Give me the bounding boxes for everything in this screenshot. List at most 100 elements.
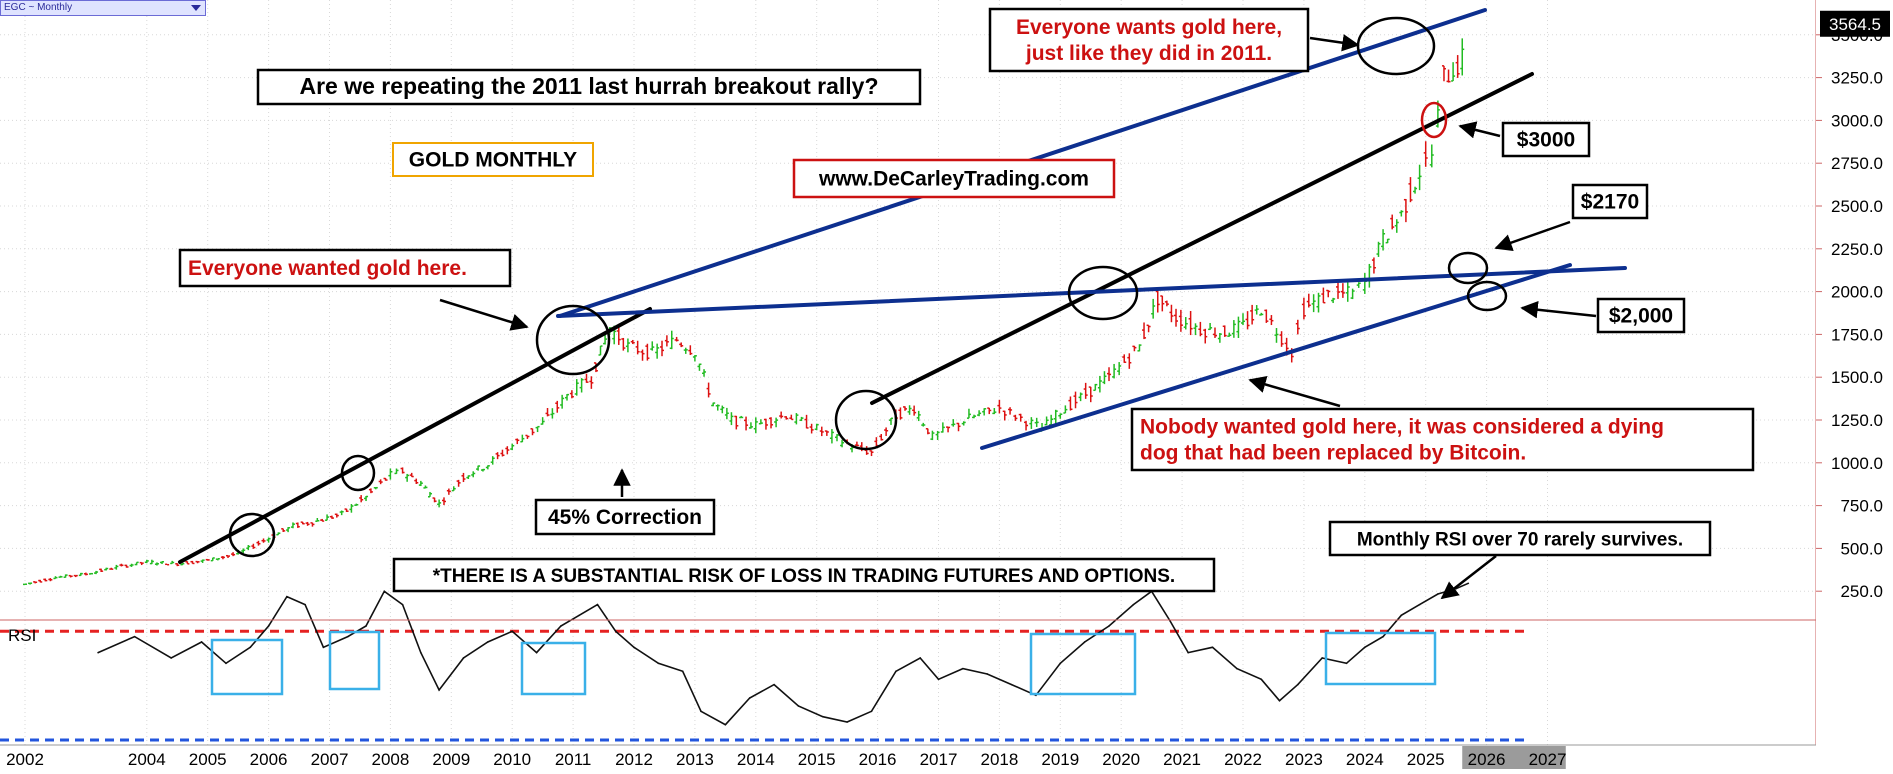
rsi-highlight-box (1324, 631, 1437, 686)
rsi-point (895, 670, 897, 673)
x-tick-label: 2009 (432, 750, 470, 769)
rsi-point (511, 630, 513, 633)
rsi-point (1260, 678, 1263, 681)
circle-3000 (1420, 101, 1448, 139)
x-tick-label: 2007 (311, 750, 349, 769)
rsi-point (1297, 683, 1299, 686)
rsi-point (365, 625, 367, 627)
rsi-point (821, 715, 824, 718)
x-tick-label: 2008 (371, 750, 409, 769)
y-tick-label: 2750.0 (1831, 154, 1883, 173)
y-tick-label: 1250.0 (1831, 411, 1883, 430)
rsi-point (383, 590, 386, 593)
circle-2008 (340, 454, 376, 492)
rsi-point (700, 710, 702, 713)
rsi-point (1187, 651, 1189, 654)
rsi-point (322, 646, 325, 649)
trend-lines (178, 8, 1627, 564)
x-tick-label: 2004 (128, 750, 166, 769)
rsi-point (462, 657, 465, 659)
website: www.DeCarleyTrading.com (818, 168, 1089, 191)
rsi-point (249, 646, 252, 649)
rsi-point (633, 646, 635, 649)
arrow-3000 (1458, 121, 1501, 139)
x-tick-label: 2021 (1163, 750, 1201, 769)
correction-box (534, 498, 716, 536)
circle-2011 (535, 304, 611, 376)
highlight-circles (228, 16, 1508, 558)
price-tag-bg (1820, 10, 1890, 37)
rsi-point (200, 641, 203, 643)
rsi-point (487, 641, 489, 643)
y-tick-label: 1750.0 (1831, 325, 1883, 344)
circle-2020 (1067, 265, 1139, 321)
x-tick-label: 2024 (1346, 750, 1384, 769)
rsi-point (657, 662, 660, 665)
rsi-point (1400, 614, 1403, 617)
wants-now-box (988, 7, 1310, 73)
price-tag: 3564.5 (1829, 15, 1881, 34)
risk-disclaimer: *THERE IS A SUBSTANTIAL RISK OF LOSS IN … (433, 566, 1175, 587)
x-tick-label: 2025 (1407, 750, 1445, 769)
rsi-point (1083, 641, 1086, 643)
y-tick-label: 2500.0 (1831, 197, 1883, 216)
annotations: Are we repeating the 2011 last hurrah br… (178, 7, 1755, 600)
symbol-selector[interactable]: EGC ~ Monthly (0, 0, 206, 16)
x-tick-label: 2006 (250, 750, 288, 769)
y-tick-label: 250.0 (1840, 582, 1883, 601)
level-2170-box (1571, 183, 1649, 220)
chevron-down-icon[interactable] (191, 5, 201, 11)
x-tick-label: 2011 (555, 750, 592, 769)
rsi-point (420, 651, 422, 654)
rsi-point (267, 625, 270, 627)
rsi-highlight-box (328, 630, 381, 691)
wanted-2011-box (178, 248, 512, 288)
rsi-point (773, 683, 775, 686)
rsi-point (724, 723, 727, 726)
rsi-point (614, 630, 617, 633)
x-tick-label: 2012 (615, 750, 653, 769)
rsi-point (1382, 635, 1384, 638)
rsi-point (1437, 593, 1439, 595)
price-bars (23, 38, 1465, 586)
x-tick-label: 2014 (737, 750, 775, 769)
rsi-point (304, 603, 306, 606)
rsi-point (133, 635, 136, 638)
y-tick-label: 1500.0 (1831, 368, 1883, 387)
circle-2000 (1466, 280, 1508, 312)
rsi-point (1364, 646, 1366, 649)
arrow-2000 (1520, 300, 1597, 319)
arrow-2011 (439, 298, 529, 331)
symbol-label: EGC ~ Monthly (4, 2, 73, 13)
rsi-note: Monthly RSI over 70 rarely survives. (1357, 530, 1683, 551)
black-trendline-2016-2026 (870, 72, 1534, 405)
circle-2006 (228, 512, 276, 558)
rsi-highlight-box (1029, 632, 1137, 696)
y-tick-label: 500.0 (1840, 539, 1883, 558)
arrow-top (1309, 34, 1360, 52)
x-tick-label: 2022 (1224, 750, 1262, 769)
rsi-point (1467, 582, 1470, 585)
nobody-wanted: Nobody wanted gold here, it was consider… (1140, 416, 1664, 439)
level-2000: $2,000 (1609, 305, 1673, 328)
rsi-point (846, 721, 848, 723)
x-tick-label: 2013 (676, 750, 714, 769)
website-box (792, 158, 1116, 199)
rsi-point (596, 603, 599, 606)
black-trendline-2005-2012 (178, 307, 652, 564)
y-tick-label: 2000.0 (1831, 283, 1883, 302)
rsi-point (346, 635, 349, 638)
rsi-label: RSI (8, 626, 36, 645)
rsi-point (962, 667, 964, 670)
rsi-point (919, 657, 922, 659)
circle-2016 (834, 389, 898, 451)
rsi-point (681, 670, 684, 673)
circle-2170 (1447, 251, 1489, 285)
x-tick-label: 2016 (859, 750, 897, 769)
rsi-point (97, 651, 99, 654)
rsi-point (1418, 603, 1421, 606)
main-question-box (256, 68, 922, 106)
nobody-wanted-box (1130, 407, 1755, 472)
rsi-point (1059, 662, 1062, 665)
